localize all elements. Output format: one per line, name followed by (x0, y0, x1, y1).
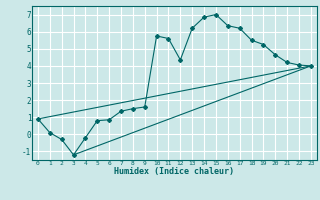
X-axis label: Humidex (Indice chaleur): Humidex (Indice chaleur) (115, 167, 234, 176)
